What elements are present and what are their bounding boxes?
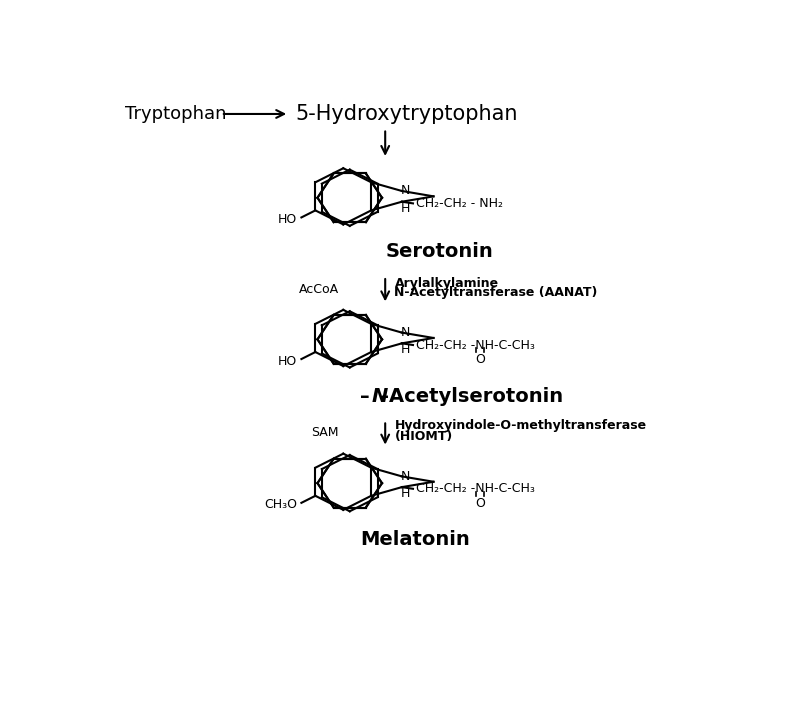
Text: CH₃O: CH₃O: [264, 498, 297, 512]
Text: HO: HO: [278, 355, 297, 368]
Text: CH₂-CH₂ - NH₂: CH₂-CH₂ - NH₂: [416, 197, 503, 210]
Text: AcCoA: AcCoA: [298, 283, 338, 296]
Text: (HIOMT): (HIOMT): [394, 430, 453, 443]
Text: CH₂-CH₂ -NH-C-CH₃: CH₂-CH₂ -NH-C-CH₃: [416, 338, 535, 352]
Text: -Acetylserotonin: -Acetylserotonin: [381, 388, 563, 406]
Text: –: –: [360, 388, 370, 406]
Text: N: N: [401, 326, 410, 339]
Text: H: H: [401, 487, 410, 500]
Text: H: H: [401, 201, 410, 215]
Text: O: O: [475, 496, 485, 510]
Text: Hydroxyindole-O-methyltransferase: Hydroxyindole-O-methyltransferase: [394, 419, 646, 432]
Text: N: N: [371, 388, 388, 406]
Text: Serotonin: Serotonin: [386, 242, 493, 261]
Text: Tryptophan: Tryptophan: [125, 105, 226, 123]
Text: N: N: [401, 470, 410, 483]
Text: HO: HO: [278, 213, 297, 226]
Text: SAM: SAM: [311, 426, 338, 439]
Text: 5-Hydroxytryptophan: 5-Hydroxytryptophan: [295, 104, 518, 124]
Text: H: H: [401, 343, 410, 357]
Text: O: O: [475, 353, 485, 366]
Text: N: N: [401, 185, 410, 197]
Text: N-Acetyltransferase (AANAT): N-Acetyltransferase (AANAT): [394, 286, 598, 299]
Text: Arylalkylamine: Arylalkylamine: [394, 277, 498, 290]
Text: CH₂-CH₂ -NH-C-CH₃: CH₂-CH₂ -NH-C-CH₃: [416, 482, 535, 496]
Text: Melatonin: Melatonin: [360, 530, 470, 549]
